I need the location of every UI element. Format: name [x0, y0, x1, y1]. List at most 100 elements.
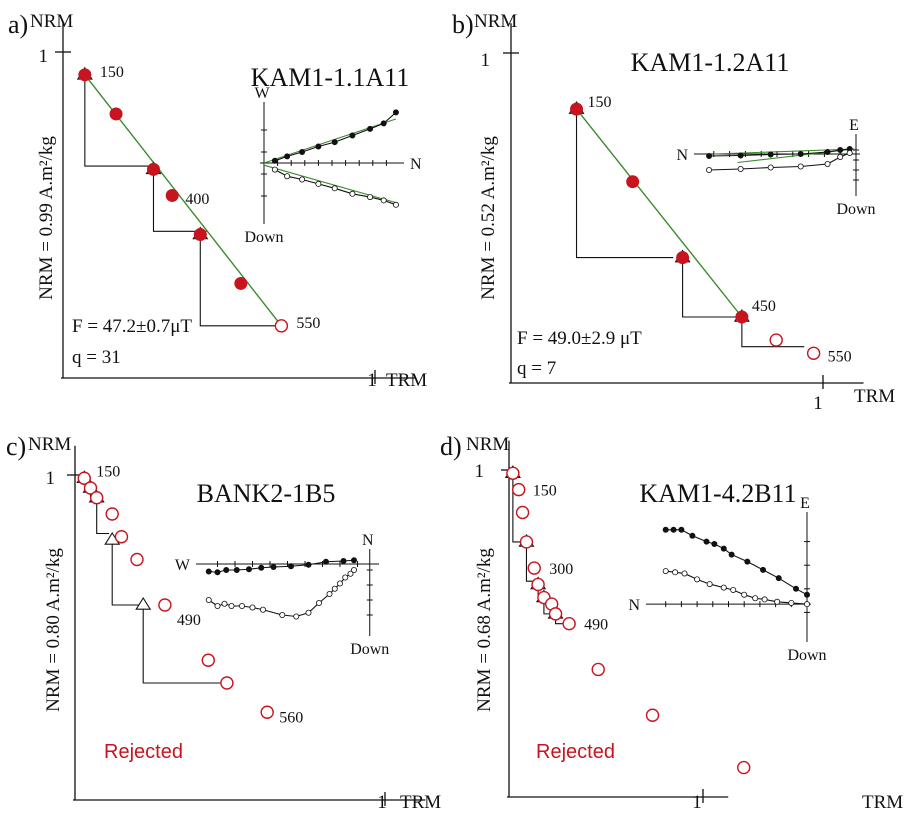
panel-label: c): [6, 432, 26, 461]
inset-vertical-point: [752, 595, 759, 602]
inset-vertical-point: [788, 599, 795, 606]
inset-horizontal-point: [689, 532, 696, 539]
inset-horizontal-point: [767, 151, 774, 158]
x-tick-label: 1: [377, 792, 387, 813]
arai-data-point: [77, 471, 92, 485]
arai-data-point: [158, 598, 172, 612]
inset-horizontal-point: [315, 143, 322, 150]
inset-fit-horizontal: [713, 148, 855, 155]
arai-data-point: [735, 310, 749, 324]
inset-vertical-point: [672, 569, 679, 576]
inset-bottom-label: Down: [787, 647, 826, 664]
inset-fit-vertical: [263, 164, 397, 204]
ptrm-check-marker: [135, 596, 152, 610]
inset-right-label: N: [410, 156, 422, 173]
arai-data-point: [109, 107, 123, 121]
ptrm-check-path: [199, 234, 282, 327]
y-tick-label: 1: [481, 50, 491, 71]
inset-top-label: E: [800, 495, 810, 512]
arai-data-point: [105, 507, 119, 521]
arai-data-point: [260, 705, 274, 719]
ptrm-check-path: [152, 169, 207, 232]
zijderveld-inset: W N Down: [244, 85, 422, 246]
inset-left-label: N: [628, 597, 640, 614]
inset-horizontal-projection: [665, 529, 808, 596]
panel-label: d): [440, 432, 462, 461]
inset-horizontal-point: [804, 591, 811, 598]
inset-vertical-point: [767, 164, 774, 171]
inset-vertical-point: [305, 609, 312, 616]
inset-left-label: N: [676, 147, 688, 164]
nrm-value-label: NRM = 0.99 A.m²/kg: [36, 136, 57, 300]
y-tick-label: 1: [475, 461, 485, 482]
trm-axis-label: TRM: [400, 792, 441, 813]
inset-vertical-point: [681, 570, 688, 577]
arai-data-point: [512, 482, 526, 497]
arai-data-point: [220, 676, 234, 690]
inset-horizontal-point: [720, 545, 727, 552]
ptrm-check-path: [682, 257, 736, 318]
inset-horizontal-point: [711, 540, 718, 547]
arai-data-point: [548, 607, 563, 621]
inset-horizontal-point: [350, 557, 357, 564]
inset-horizontal-point: [793, 585, 800, 592]
panel-label: a): [8, 10, 28, 39]
temperature-label: 490: [584, 617, 608, 634]
inset-horizontal-projection: [208, 559, 355, 573]
temperature-label: 150: [588, 94, 612, 111]
inset-horizontal-point: [728, 551, 735, 558]
inset-bottom-label: Down: [350, 641, 389, 658]
inset-vertical-point: [720, 584, 727, 591]
inset-bottom-label: Down: [836, 201, 875, 218]
y-tick-label: 1: [46, 468, 56, 489]
ptrm-check-path: [142, 605, 227, 684]
inset-horizontal-point: [775, 575, 782, 582]
temperature-label: 150: [533, 483, 557, 500]
arai-data-point: [83, 481, 98, 495]
nrm-axis-label: NRM: [30, 11, 73, 32]
temperature-label: 550: [296, 315, 320, 332]
inset-vertical-point: [249, 604, 256, 611]
inset-vertical-point: [730, 586, 737, 593]
inset-vertical-point: [824, 160, 831, 167]
inset-vertical-point: [326, 591, 333, 598]
inset-horizontal-point: [331, 139, 338, 146]
inset-vertical-point: [662, 568, 669, 575]
inset-vertical-point: [342, 574, 349, 581]
ptrm-check-path: [111, 540, 144, 606]
inset-vertical-point: [331, 185, 338, 192]
inset-fit-horizontal: [263, 118, 397, 164]
field-estimate: F = 49.0±2.9 μT: [517, 328, 642, 349]
temperature-label: 450: [752, 298, 776, 315]
inset-vertical-point: [336, 580, 343, 587]
arai-data-point: [78, 68, 92, 82]
inset-horizontal-point: [305, 561, 312, 568]
arai-data-point: [130, 552, 144, 567]
ptrm-check-path: [84, 74, 157, 167]
temperature-label: 150: [100, 64, 124, 81]
inset-horizontal-point: [837, 146, 844, 153]
inset-vertical-point: [214, 603, 221, 610]
inset-vertical-point: [797, 163, 804, 170]
arai-data-point: [527, 561, 541, 575]
inset-vertical-point: [737, 165, 744, 172]
arai-data-point: [769, 333, 783, 347]
inset-horizontal-point: [380, 120, 387, 127]
inset-top-label: W: [254, 85, 270, 102]
zijderveld-inset: E N Down: [676, 117, 875, 218]
temperature-label: 300: [549, 561, 573, 578]
rejected-label: Rejected: [536, 741, 615, 763]
inset-top-label: E: [849, 117, 859, 134]
inset-horizontal-point: [737, 152, 744, 159]
arai-data-point: [146, 162, 160, 176]
inset-vertical-point: [331, 585, 338, 592]
specimen-title: KAM1-1.2A11: [631, 48, 790, 77]
inset-horizontal-point: [205, 568, 212, 575]
inset-vertical-point: [804, 601, 811, 608]
temperature-label: 400: [185, 191, 209, 208]
arai-data-point: [806, 346, 821, 360]
inset-vertical-point: [315, 600, 322, 607]
inset-vertical-projection: [665, 570, 808, 605]
panel-4: d) NRM NRM = 0.68 A.m²/kg 1 1 TRM KAM1-4.2B11 R…: [440, 432, 903, 813]
